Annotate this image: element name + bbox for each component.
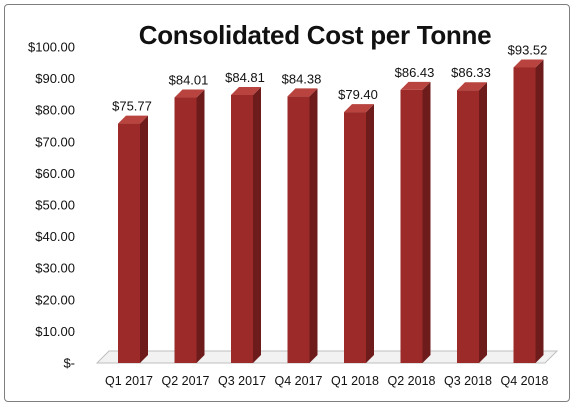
data-label: $86.43 (395, 65, 435, 80)
bar-front (174, 97, 197, 364)
bar-side (140, 115, 148, 363)
x-axis: Q1 2017 Q2 2017 Q3 2017 Q4 2017 Q1 2018 Q2 20… (105, 374, 549, 388)
chart-title: Consolidated Cost per Tonne (139, 20, 492, 50)
bar (231, 87, 261, 363)
bars (118, 59, 544, 364)
x-tick-label: Q4 2017 (275, 374, 323, 388)
bar-side (309, 88, 318, 364)
data-label: $79.40 (338, 87, 378, 102)
y-tick-label: $20.00 (35, 292, 75, 307)
bar-top (231, 87, 261, 96)
bar-side (535, 59, 544, 363)
y-tick-label: $100.00 (28, 40, 75, 55)
x-tick-label: Q2 2017 (162, 374, 210, 388)
x-tick-label: Q1 2017 (105, 374, 153, 388)
bar (287, 88, 318, 364)
x-tick-label: Q1 2018 (331, 374, 379, 388)
y-axis: $- $10.00 $20.00 $30.00 $40.00 $50.00 $60.00 $7… (28, 40, 75, 371)
y-tick-label: $90.00 (35, 71, 75, 86)
bar-top (174, 89, 205, 98)
bar-top (513, 59, 544, 68)
bar-side (366, 104, 374, 363)
bar-front (513, 67, 536, 363)
y-tick-label: $10.00 (35, 324, 75, 339)
bar (344, 104, 374, 363)
bar-front (400, 89, 423, 364)
y-tick-label: $70.00 (35, 134, 75, 149)
y-tick-label: $- (63, 356, 75, 371)
bar (174, 89, 205, 364)
bar (400, 81, 431, 364)
bar-front (231, 95, 253, 363)
bar-side (422, 81, 431, 364)
x-tick-label: Q3 2017 (218, 374, 266, 388)
bar (457, 82, 487, 363)
bar-front (344, 112, 366, 363)
data-label: $84.38 (282, 71, 322, 86)
bar (513, 59, 544, 363)
bar-side (479, 82, 487, 363)
bar-front (287, 96, 310, 364)
floor-plane (95, 350, 559, 364)
data-label: $93.52 (508, 42, 548, 57)
bar-front (118, 123, 140, 363)
bar-top (287, 88, 318, 97)
bar-top (400, 81, 431, 90)
bar-side (253, 87, 261, 363)
bar-top (457, 82, 487, 91)
bar-side (196, 89, 205, 364)
y-tick-label: $80.00 (35, 103, 75, 118)
data-label: $86.33 (451, 65, 491, 80)
data-label: $84.81 (225, 70, 265, 85)
y-tick-label: $40.00 (35, 229, 75, 244)
y-tick-label: $50.00 (35, 198, 75, 213)
data-labels: $75.77 $84.01 $84.81 $84.38 $79.40 $86.43 $86.… (112, 42, 547, 113)
x-tick-label: Q4 2018 (501, 374, 549, 388)
chart-floor (95, 350, 559, 364)
y-tick-label: $30.00 (35, 261, 75, 276)
y-tick-label: $60.00 (35, 166, 75, 181)
bar-top (344, 104, 374, 113)
data-label: $75.77 (112, 99, 152, 114)
bar-front (457, 90, 479, 363)
bar-top (118, 115, 148, 124)
x-tick-label: Q2 2018 (388, 374, 436, 388)
data-label: $84.01 (169, 73, 209, 88)
x-tick-label: Q3 2018 (444, 374, 492, 388)
bar (118, 115, 148, 363)
